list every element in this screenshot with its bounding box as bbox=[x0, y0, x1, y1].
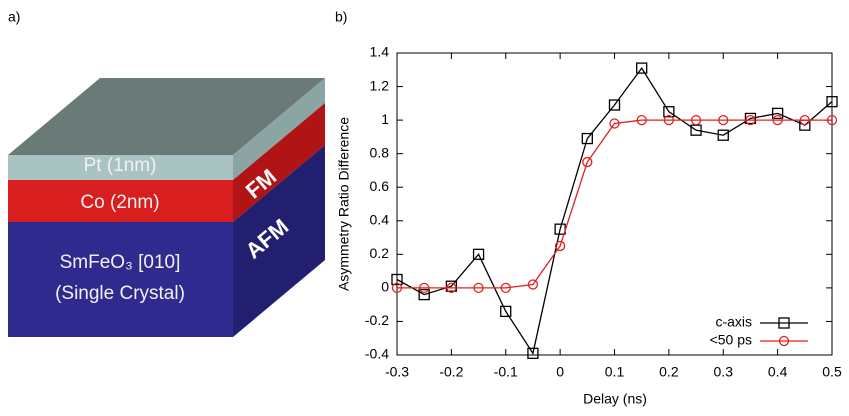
data-point bbox=[500, 305, 512, 318]
y-tick-label: 1 bbox=[381, 111, 389, 127]
x-tick-label: -0.2 bbox=[439, 364, 463, 380]
pt-layer bbox=[8, 155, 233, 180]
layer-label: Pt (1nm) bbox=[84, 155, 157, 176]
data-point bbox=[445, 280, 458, 292]
y-tick-label: -0.2 bbox=[365, 312, 389, 328]
data-point bbox=[772, 114, 783, 126]
data-point bbox=[527, 279, 539, 290]
data-point bbox=[581, 132, 593, 145]
co-layer bbox=[8, 180, 233, 222]
x-tick-label: 0.3 bbox=[714, 364, 734, 380]
smfeo-side bbox=[233, 145, 325, 337]
data-point bbox=[608, 99, 621, 111]
layer-label: (Single Crystal) bbox=[55, 283, 185, 304]
x-tick-label: 0.1 bbox=[605, 364, 625, 380]
data-point bbox=[391, 273, 403, 286]
data-point bbox=[745, 114, 756, 126]
data-point bbox=[446, 282, 457, 294]
layer-label: SmFeO₃ [010] bbox=[60, 252, 181, 273]
x-tick-label: 0 bbox=[556, 364, 564, 380]
data-point bbox=[473, 282, 484, 294]
data-point bbox=[717, 129, 729, 141]
legend-label: <50 ps bbox=[710, 332, 752, 348]
y-tick-label: 1.2 bbox=[370, 77, 390, 93]
data-point bbox=[636, 114, 647, 126]
data-point bbox=[744, 112, 757, 125]
y-tick-label: 0 bbox=[381, 279, 389, 295]
x-tick-label: 0.5 bbox=[822, 364, 842, 380]
series-line bbox=[396, 66, 833, 355]
data-point bbox=[718, 114, 729, 126]
data-point bbox=[663, 114, 675, 126]
x-tick-label: 0.2 bbox=[659, 364, 679, 380]
data-point bbox=[391, 282, 403, 294]
data-point bbox=[500, 282, 511, 294]
y-axis-label: Asymmetry Ratio Difference bbox=[336, 117, 352, 291]
data-point bbox=[799, 114, 810, 126]
y-tick-label: 0.4 bbox=[370, 211, 390, 227]
series-line bbox=[397, 119, 832, 289]
data-point bbox=[826, 114, 838, 126]
data-point bbox=[472, 248, 485, 260]
legend-marker bbox=[778, 335, 790, 347]
y-tick-label: 0.8 bbox=[370, 144, 390, 160]
y-tick-label: -0.4 bbox=[365, 346, 389, 362]
data-point bbox=[582, 156, 593, 168]
co-side bbox=[233, 103, 325, 222]
plot-frame bbox=[396, 52, 833, 356]
data-point bbox=[419, 282, 430, 294]
y-tick-label: 1.4 bbox=[370, 44, 390, 60]
data-point bbox=[418, 288, 430, 301]
y-tick-label: 0.2 bbox=[370, 245, 390, 261]
layer-stack bbox=[8, 78, 325, 337]
data-point bbox=[771, 107, 784, 120]
pt-side bbox=[233, 78, 325, 180]
panel-label: b) bbox=[335, 9, 347, 25]
x-tick-label: -0.1 bbox=[494, 364, 518, 380]
data-point bbox=[636, 62, 648, 74]
data-point bbox=[609, 118, 620, 129]
legend-label: c-axis bbox=[715, 314, 752, 330]
top-face bbox=[8, 78, 325, 155]
panel-label: a) bbox=[8, 9, 20, 25]
layer-label: Co (2nm) bbox=[80, 192, 159, 213]
data-point bbox=[663, 106, 675, 118]
smfeo-layer bbox=[8, 222, 233, 337]
x-tick-label: -0.3 bbox=[385, 364, 409, 380]
x-tick-label: 0.4 bbox=[768, 364, 788, 380]
data-point bbox=[690, 114, 702, 126]
data-point bbox=[826, 96, 838, 108]
data-point bbox=[527, 347, 539, 359]
data-point bbox=[554, 240, 566, 252]
legend-marker bbox=[778, 317, 790, 329]
y-tick-label: 0.6 bbox=[370, 178, 390, 194]
x-axis-label: Delay (ns) bbox=[583, 391, 647, 407]
